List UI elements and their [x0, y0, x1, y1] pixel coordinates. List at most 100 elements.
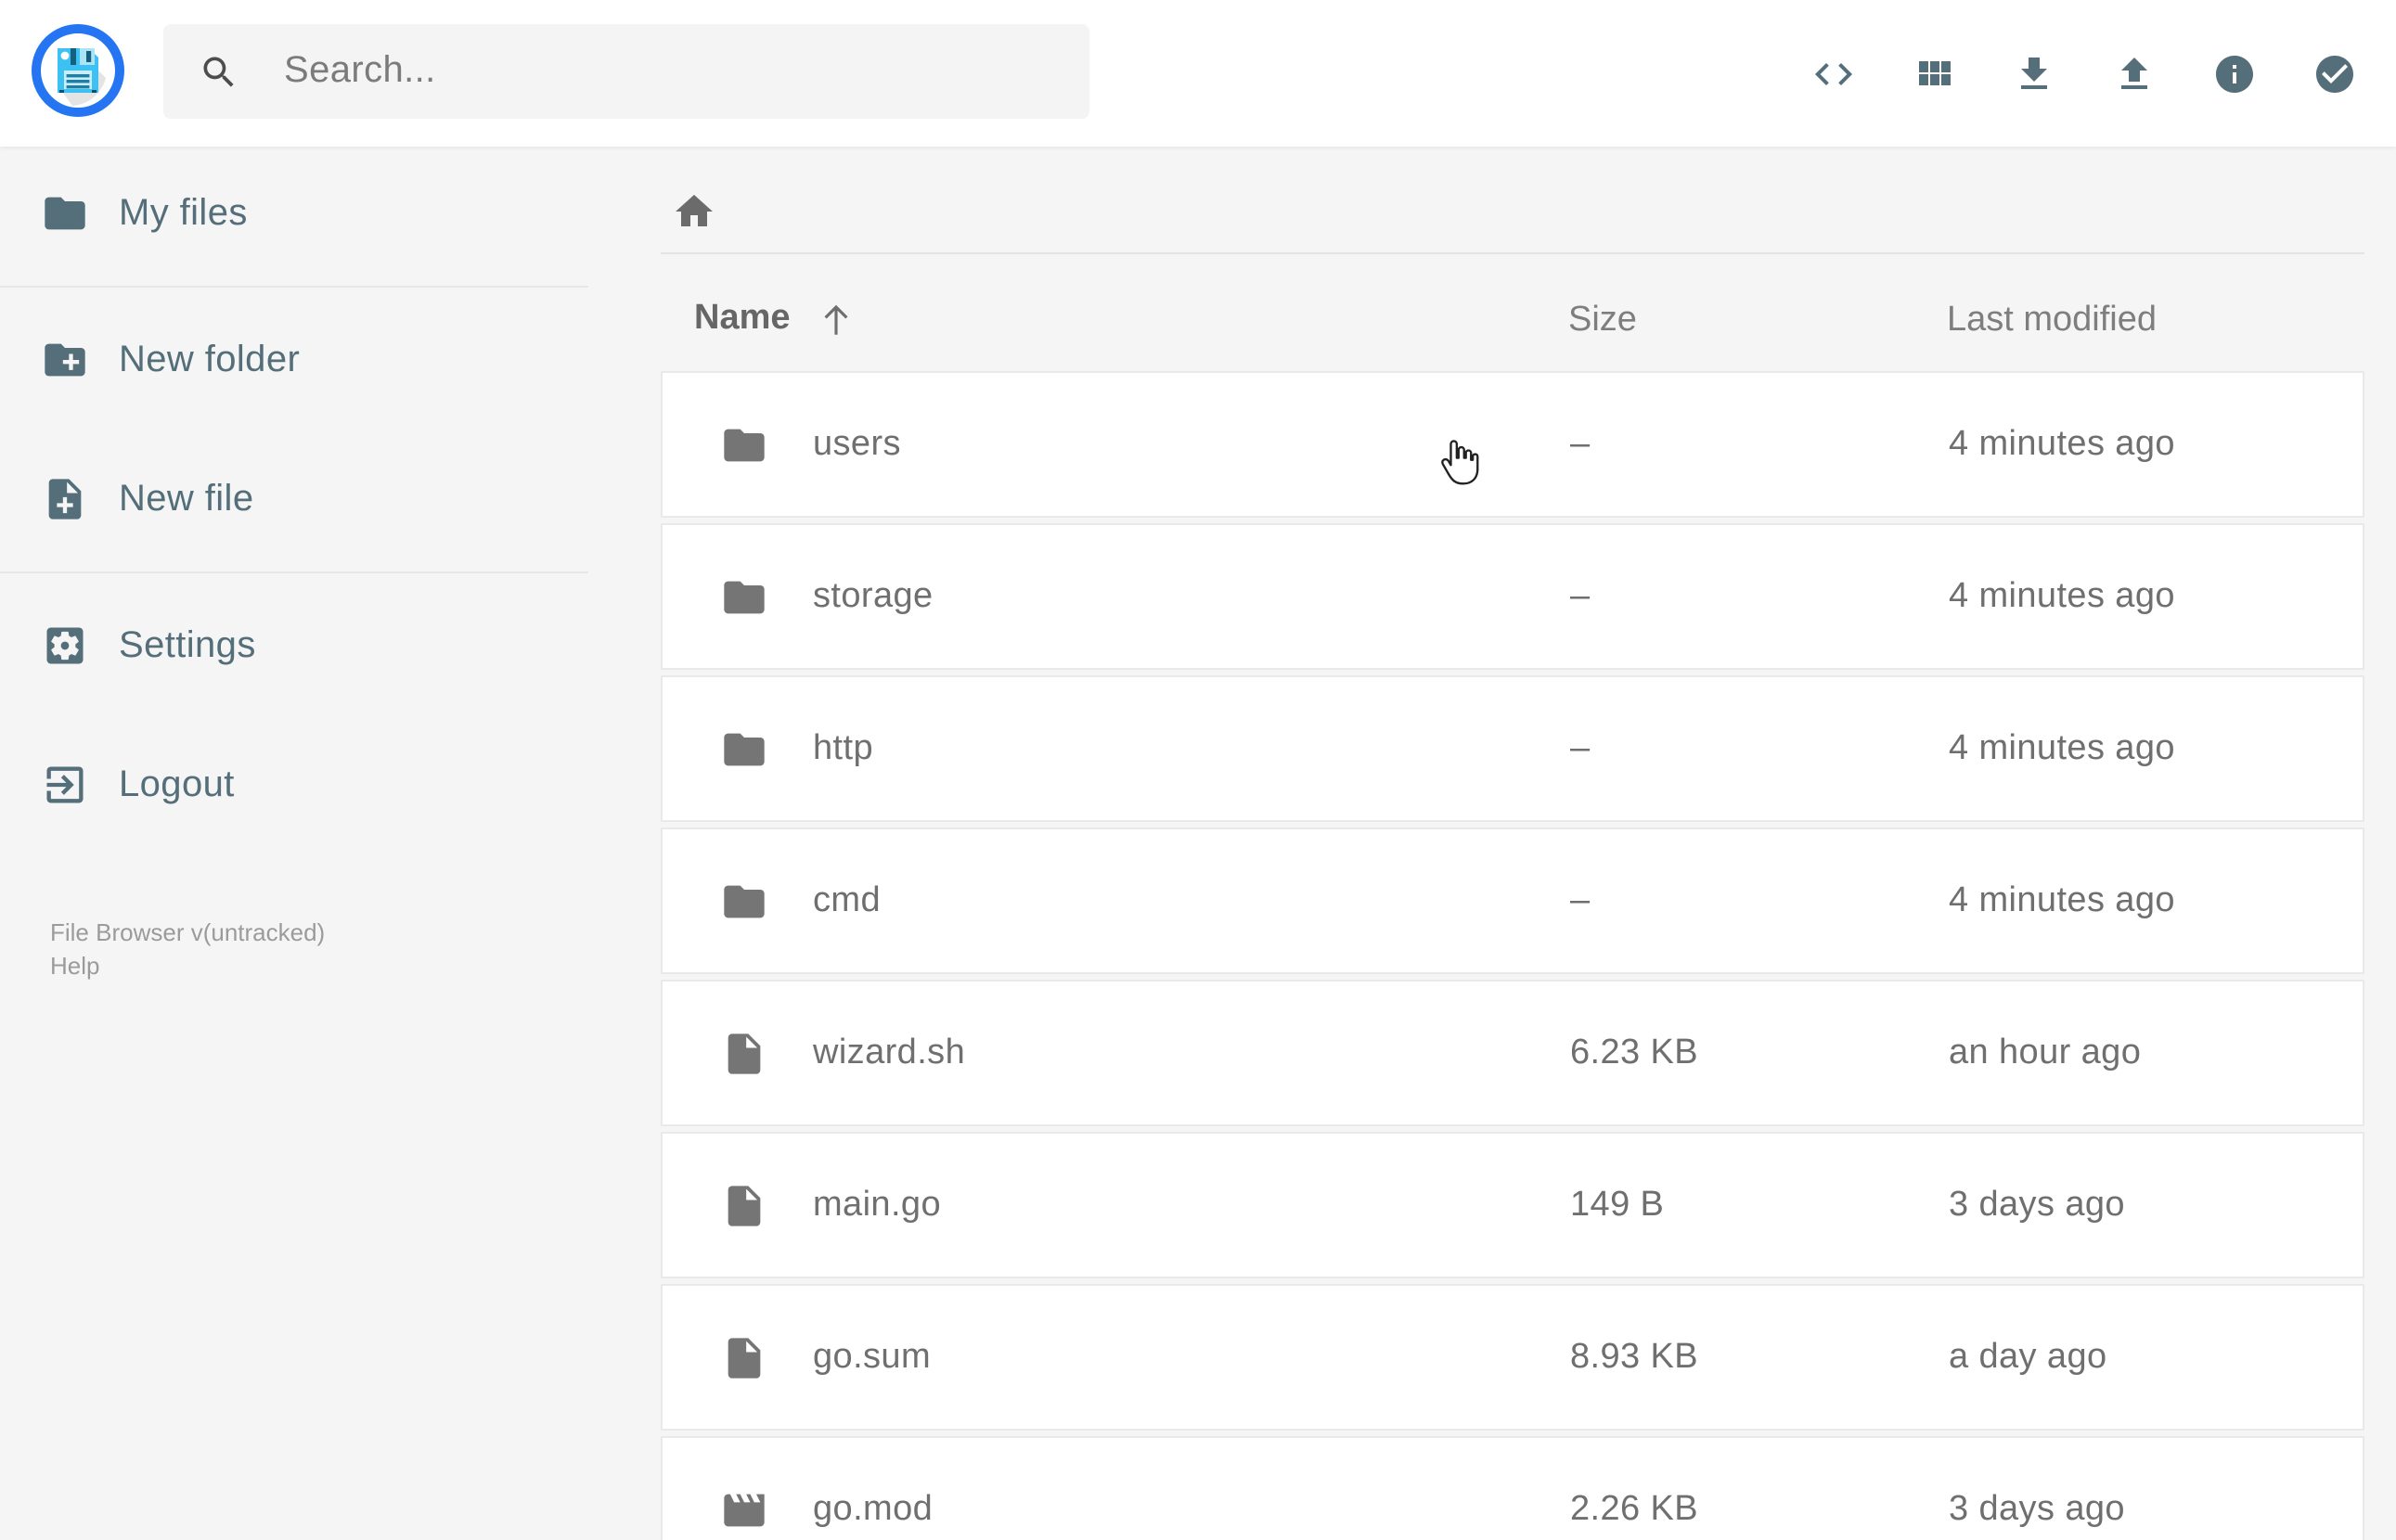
- file-size: 8.93 KB: [1570, 1337, 1699, 1376]
- sidebar-footer: File Browser v(untracked) Help: [50, 917, 325, 982]
- file-name: storage: [813, 576, 934, 615]
- switch-view-button[interactable]: [1912, 51, 1956, 96]
- breadcrumb-divider: [661, 252, 2364, 254]
- file-modified: 3 days ago: [1949, 1489, 2125, 1528]
- file-row-go.sum[interactable]: go.sum 8.93 KB a day ago: [661, 1284, 2364, 1431]
- file-name: main.go: [813, 1185, 941, 1224]
- app-logo[interactable]: [32, 24, 124, 117]
- file-icon: [728, 1033, 761, 1073]
- sort-by-modified-header[interactable]: Last modified: [1947, 301, 2158, 340]
- file-row-wizard.sh[interactable]: wizard.sh 6.23 KB an hour ago: [661, 980, 2364, 1126]
- sidebar-item-label: Settings: [119, 624, 256, 665]
- breadcrumb: [672, 171, 716, 252]
- sidebar-item-new-file[interactable]: New file: [0, 447, 588, 551]
- file-name: http: [813, 728, 873, 767]
- folder-icon: [724, 580, 765, 613]
- info-button[interactable]: [2212, 51, 2257, 96]
- file-icon: [728, 1337, 761, 1378]
- file-size: 6.23 KB: [1570, 1033, 1699, 1072]
- file-size: –: [1570, 576, 1591, 615]
- sidebar-divider: [0, 286, 588, 288]
- file-type-icon: [720, 1333, 768, 1381]
- grid-icon: [1919, 60, 1951, 84]
- sort-by-name-header[interactable]: Name: [694, 299, 856, 340]
- app-version-text: File Browser v(untracked): [50, 918, 326, 946]
- file-modified: a day ago: [1949, 1337, 2107, 1376]
- file-type-icon: [720, 877, 768, 925]
- file-name: wizard.sh: [813, 1033, 966, 1072]
- file-size: –: [1570, 424, 1591, 463]
- main-content: Name Size Last modified users – 4 minute…: [661, 147, 2364, 1540]
- file-name: cmd: [813, 880, 881, 919]
- sort-by-size-header[interactable]: Size: [1568, 301, 1637, 340]
- sidebar: My files New folder New file Settings: [0, 147, 588, 1540]
- logout-icon: [41, 761, 89, 809]
- file-size: 2.26 KB: [1570, 1489, 1699, 1528]
- folder-icon: [724, 884, 765, 918]
- file-type-icon: [720, 725, 768, 773]
- folder-icon: [724, 428, 765, 461]
- select-multiple-button[interactable]: [2312, 51, 2357, 96]
- folder-row-storage[interactable]: storage – 4 minutes ago: [661, 523, 2364, 670]
- sidebar-item-my-files[interactable]: My files: [0, 161, 588, 265]
- top-header: Search...: [0, 0, 2396, 147]
- file-name: go.sum: [813, 1337, 932, 1376]
- file-modified: an hour ago: [1949, 1033, 2142, 1072]
- search-icon: [203, 56, 234, 86]
- download-icon: [2021, 57, 2047, 88]
- file-type-icon: [720, 1029, 768, 1077]
- code-icon: [1815, 62, 1852, 84]
- create-file-icon: [41, 475, 89, 523]
- breadcrumb-home-button[interactable]: [672, 189, 716, 234]
- folder-row-cmd[interactable]: cmd – 4 minutes ago: [661, 828, 2364, 974]
- floppy-disk-logo-icon: [32, 24, 124, 117]
- file-name: users: [813, 424, 901, 463]
- search-input[interactable]: Search...: [163, 24, 1089, 119]
- folder-row-http[interactable]: http – 4 minutes ago: [661, 675, 2364, 822]
- folder-icon: [724, 732, 765, 765]
- file-type-icon: [720, 1181, 768, 1229]
- file-row-go.mod[interactable]: go.mod 2.26 KB 3 days ago: [661, 1436, 2364, 1540]
- listing-header: Name Size Last modified: [661, 278, 2364, 371]
- sidebar-item-label: Logout: [119, 764, 235, 804]
- home-icon: [676, 195, 713, 226]
- file-modified: 3 days ago: [1949, 1185, 2125, 1224]
- header-action-buttons: [1811, 0, 2357, 147]
- info-icon: [2216, 55, 2253, 92]
- sidebar-item-label: New file: [119, 478, 254, 519]
- create-folder-icon: [41, 336, 89, 384]
- search-placeholder: Search...: [284, 50, 436, 91]
- file-icon: [728, 1185, 761, 1226]
- sidebar-divider: [0, 571, 588, 573]
- file-size: 149 B: [1570, 1185, 1665, 1224]
- file-name: go.mod: [813, 1489, 934, 1528]
- upload-button[interactable]: [2112, 51, 2157, 96]
- file-type-icon: [720, 420, 768, 468]
- folder-row-users[interactable]: users – 4 minutes ago: [661, 371, 2364, 518]
- download-button[interactable]: [2012, 51, 2056, 96]
- shell-button[interactable]: [1811, 51, 1856, 96]
- file-row-main.go[interactable]: main.go 149 B 3 days ago: [661, 1132, 2364, 1278]
- file-listing: users – 4 minutes ago storage – 4 minute…: [661, 371, 2364, 1540]
- folder-icon: [41, 189, 89, 237]
- file-modified: 4 minutes ago: [1949, 880, 2175, 919]
- arrow-up-icon: [824, 303, 847, 334]
- help-link[interactable]: Help: [50, 951, 100, 979]
- file-type-icon: [720, 1485, 768, 1534]
- settings-icon: [41, 622, 89, 670]
- upload-icon: [2121, 57, 2147, 88]
- file-modified: 4 minutes ago: [1949, 424, 2175, 463]
- sidebar-item-settings[interactable]: Settings: [0, 594, 588, 698]
- file-size: –: [1570, 728, 1591, 767]
- sidebar-item-label: New folder: [119, 339, 301, 379]
- file-type-icon: [720, 572, 768, 621]
- file-modified: 4 minutes ago: [1949, 576, 2175, 615]
- check-circle-icon: [2316, 55, 2353, 92]
- sidebar-item-new-folder[interactable]: New folder: [0, 308, 588, 412]
- media-file-icon: [724, 1493, 765, 1526]
- sidebar-item-label: My files: [119, 192, 248, 233]
- sidebar-item-logout[interactable]: Logout: [0, 733, 588, 837]
- file-modified: 4 minutes ago: [1949, 728, 2175, 767]
- file-size: –: [1570, 880, 1591, 919]
